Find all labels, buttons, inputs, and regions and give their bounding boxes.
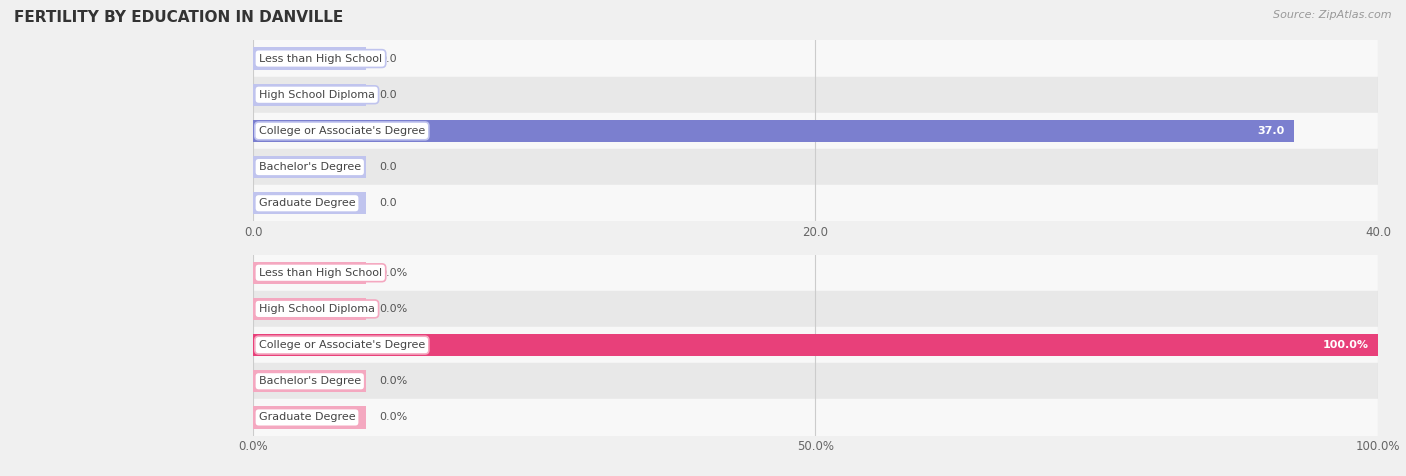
Text: 0.0: 0.0 <box>380 162 396 172</box>
Bar <box>253 119 1294 142</box>
Text: 0.0: 0.0 <box>380 198 396 208</box>
Text: Graduate Degree: Graduate Degree <box>259 412 356 423</box>
Text: 0.0: 0.0 <box>380 89 396 100</box>
Text: 0.0%: 0.0% <box>380 304 408 314</box>
Bar <box>253 291 1378 327</box>
Bar <box>253 40 1378 77</box>
Text: 0.0%: 0.0% <box>380 268 408 278</box>
Bar <box>253 399 1378 436</box>
Bar <box>253 298 366 320</box>
Bar <box>253 363 1378 399</box>
Bar <box>253 334 1378 357</box>
Bar <box>253 261 366 284</box>
Text: High School Diploma: High School Diploma <box>259 304 375 314</box>
Text: 37.0: 37.0 <box>1257 126 1285 136</box>
Text: Bachelor's Degree: Bachelor's Degree <box>259 376 361 387</box>
Bar <box>253 77 1378 113</box>
Text: 0.0%: 0.0% <box>380 376 408 387</box>
Bar <box>253 406 366 429</box>
Bar <box>253 83 366 106</box>
Text: 0.0%: 0.0% <box>380 412 408 423</box>
Text: 0.0: 0.0 <box>380 53 396 64</box>
Text: 100.0%: 100.0% <box>1323 340 1369 350</box>
Bar <box>253 192 366 215</box>
Bar <box>253 370 366 393</box>
Bar <box>253 47 366 70</box>
Text: High School Diploma: High School Diploma <box>259 89 375 100</box>
Text: College or Associate's Degree: College or Associate's Degree <box>259 126 425 136</box>
Bar <box>253 156 366 178</box>
Bar <box>253 185 1378 221</box>
Bar <box>253 255 1378 291</box>
Bar <box>253 327 1378 363</box>
Text: FERTILITY BY EDUCATION IN DANVILLE: FERTILITY BY EDUCATION IN DANVILLE <box>14 10 343 25</box>
Text: Graduate Degree: Graduate Degree <box>259 198 356 208</box>
Text: College or Associate's Degree: College or Associate's Degree <box>259 340 425 350</box>
Text: Less than High School: Less than High School <box>259 268 382 278</box>
Bar <box>253 149 1378 185</box>
Text: Bachelor's Degree: Bachelor's Degree <box>259 162 361 172</box>
Text: Source: ZipAtlas.com: Source: ZipAtlas.com <box>1274 10 1392 20</box>
Text: Less than High School: Less than High School <box>259 53 382 64</box>
Bar <box>253 113 1378 149</box>
